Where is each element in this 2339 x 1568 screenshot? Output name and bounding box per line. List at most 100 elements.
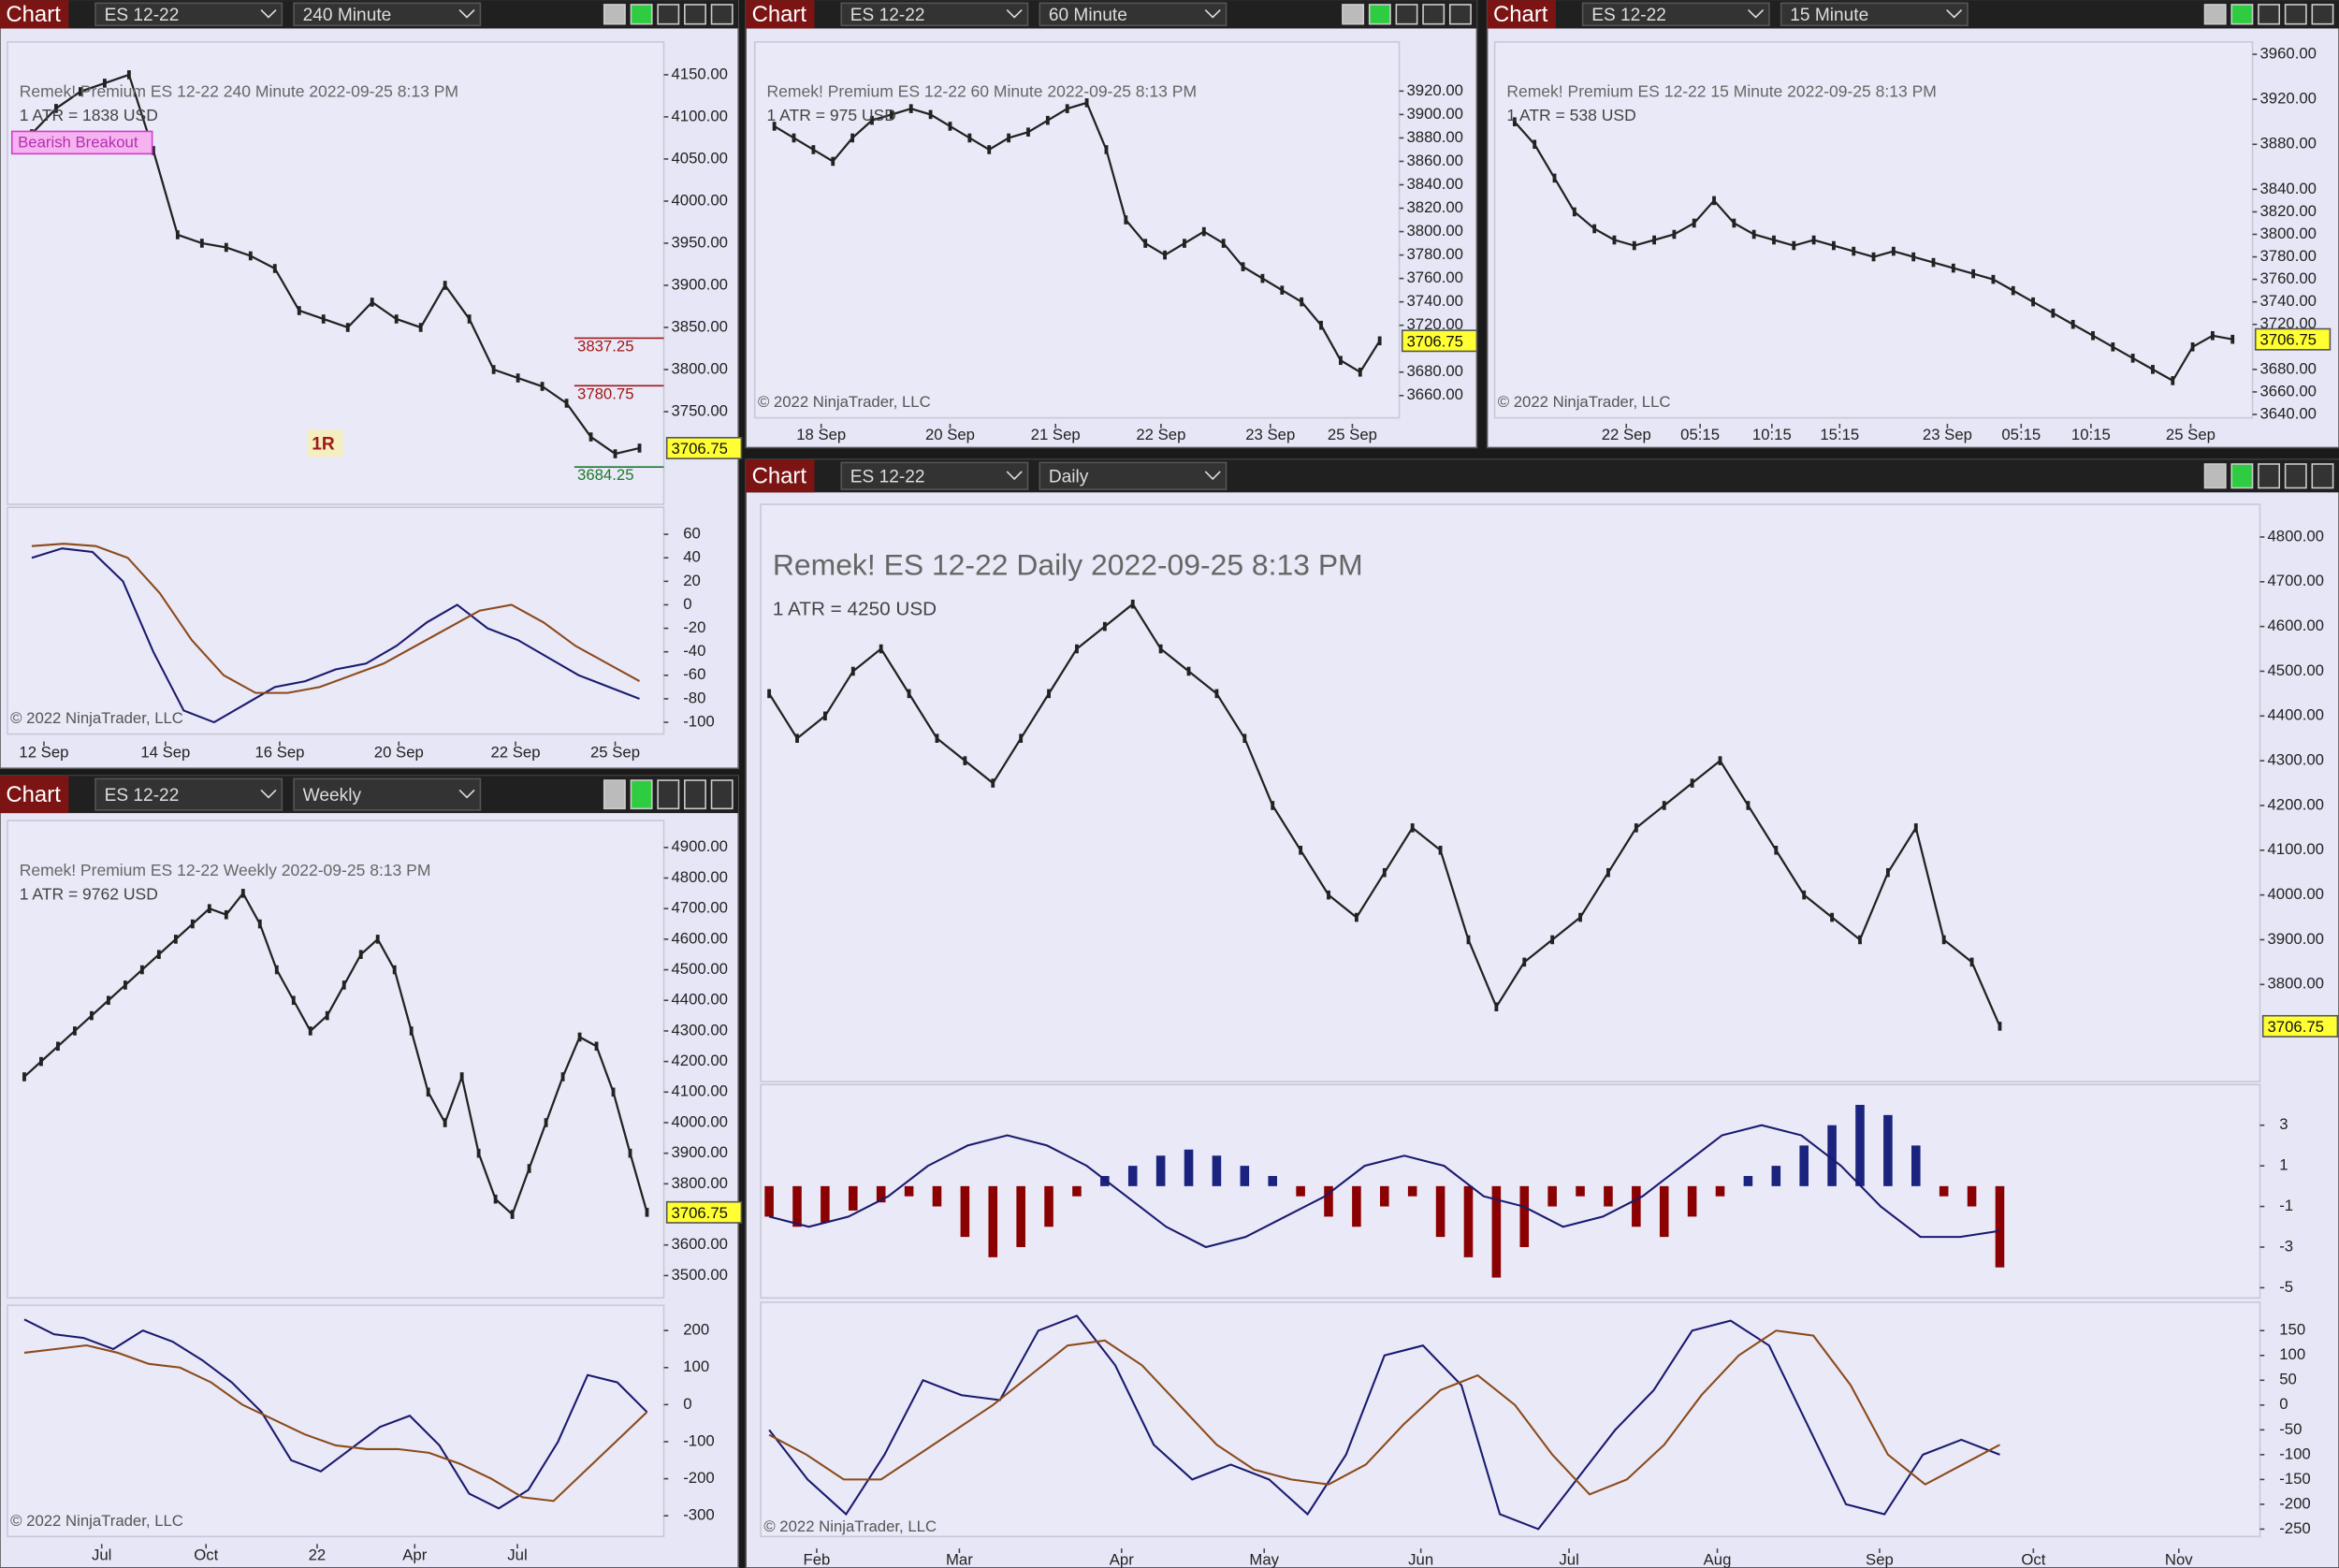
window-button[interactable]	[1422, 4, 1446, 25]
window-button[interactable]	[2284, 463, 2307, 489]
chart-tab-label: Chart	[752, 2, 807, 27]
window-button[interactable]	[2258, 4, 2281, 25]
period-select[interactable]	[1039, 2, 1228, 27]
y-tick-label: 4800.00	[2267, 527, 2324, 544]
window-button[interactable]	[2258, 463, 2281, 489]
window-button[interactable]	[630, 779, 653, 810]
price-bar	[1852, 246, 1856, 256]
instrument-select[interactable]	[94, 2, 283, 27]
price-bar	[467, 314, 472, 324]
window-button[interactable]	[2230, 463, 2254, 489]
price-bar	[850, 133, 855, 143]
window-button[interactable]	[2203, 4, 2227, 25]
window-button[interactable]	[1368, 4, 1391, 25]
price-bar	[795, 733, 799, 743]
chart-tab-label: Chart	[752, 464, 807, 489]
window-button[interactable]	[1448, 4, 1472, 25]
histogram-bar	[1155, 1155, 1166, 1186]
y-tick-label: 20	[683, 572, 701, 589]
price-bar	[772, 122, 777, 131]
histogram-bar	[1435, 1185, 1446, 1238]
window-button[interactable]	[710, 779, 734, 810]
window-button[interactable]	[603, 779, 626, 810]
atr-label: 1 ATR = 975 USD	[767, 106, 896, 124]
window-button[interactable]	[684, 779, 706, 810]
y-tick-label: -300	[683, 1506, 715, 1524]
price-bar	[967, 133, 972, 143]
histogram-bar	[1380, 1185, 1389, 1207]
x-tick-label: 12 Sep	[19, 744, 68, 762]
x-tick-label: 10:15	[2071, 426, 2111, 443]
price-bar	[1045, 115, 1050, 125]
atr-label: 1 ATR = 4250 USD	[773, 599, 937, 620]
y-tick-label: 4100.00	[2267, 840, 2324, 858]
price-bar	[73, 1026, 77, 1036]
copyright: © 2022 NinjaTrader, LLC	[763, 1517, 937, 1535]
instrument-select[interactable]	[840, 2, 1029, 27]
window-button[interactable]	[2311, 4, 2334, 25]
instrument-select[interactable]	[840, 461, 1029, 490]
y-tick-label: 3740.00	[1407, 292, 1464, 310]
window-button[interactable]	[2230, 4, 2254, 25]
price-bar	[908, 104, 913, 113]
price-pane	[7, 820, 665, 1299]
y-tick-label: -5	[2279, 1278, 2293, 1296]
histogram-bar	[1883, 1114, 1893, 1186]
y-tick-label: 3800.00	[2259, 225, 2317, 242]
y-tick-label: 1	[2279, 1156, 2288, 1174]
histogram-bar	[1576, 1185, 1585, 1197]
chart-tab-label: Chart	[1493, 2, 1548, 27]
window-button[interactable]	[1342, 4, 1365, 25]
window-button[interactable]	[603, 4, 626, 25]
price-bar	[1606, 867, 1610, 878]
x-tick-label: 23 Sep	[1923, 426, 1972, 443]
window-button[interactable]	[2284, 4, 2307, 25]
price-bar	[2230, 334, 2235, 344]
period-select[interactable]	[1780, 2, 1969, 27]
last-price-label: 3706.75	[2267, 1018, 2324, 1036]
period-select[interactable]	[293, 2, 482, 27]
window-button[interactable]	[2311, 463, 2334, 489]
price-bar	[1913, 823, 1918, 833]
instrument-select[interactable]	[94, 777, 283, 811]
instrument-select[interactable]	[1581, 2, 1770, 27]
y-tick-label: 4200.00	[2267, 795, 2324, 813]
histogram-bar	[904, 1185, 914, 1197]
price-bar	[907, 689, 911, 699]
histogram-bar	[792, 1185, 802, 1227]
y-tick-label: -60	[683, 665, 705, 683]
window-button[interactable]	[2203, 463, 2227, 489]
y-tick-label: 3760.00	[1407, 269, 1464, 286]
price-pane	[753, 40, 1401, 419]
window-button[interactable]	[630, 4, 653, 25]
price-bar	[22, 1072, 26, 1082]
price-bar	[325, 1010, 329, 1021]
price-bar	[1998, 1022, 2002, 1031]
price-bar	[54, 104, 58, 113]
window-button[interactable]	[684, 4, 706, 25]
x-tick-label: 20 Sep	[374, 744, 424, 762]
y-tick-label: 150	[2279, 1321, 2305, 1339]
y-tick-label: 3740.00	[2259, 292, 2317, 310]
chart-title: Remek! Premium ES 12-22 15 Minute 2022-0…	[1506, 82, 1937, 101]
indicator-pane	[7, 1304, 665, 1538]
period-select[interactable]	[1039, 461, 1228, 490]
y-tick-label: 40	[683, 548, 701, 566]
price-bar	[1832, 240, 1836, 251]
price-bar	[123, 980, 127, 990]
window-button[interactable]	[710, 4, 734, 25]
period-select[interactable]	[293, 777, 482, 811]
y-tick-label: 4500.00	[2267, 661, 2324, 679]
window-button[interactable]	[657, 4, 680, 25]
price-bar	[1410, 823, 1415, 833]
x-tick-label: 05:15	[2001, 426, 2041, 443]
window-button[interactable]	[1395, 4, 1418, 25]
histogram-bar	[849, 1185, 858, 1211]
y-tick-label: 3660.00	[2259, 382, 2317, 399]
price-bar	[645, 1208, 649, 1217]
price-bar	[394, 314, 399, 324]
price-bar	[1319, 320, 1323, 330]
price-bar	[879, 644, 883, 654]
y-tick-label: 60	[683, 525, 701, 543]
window-button[interactable]	[657, 779, 680, 810]
